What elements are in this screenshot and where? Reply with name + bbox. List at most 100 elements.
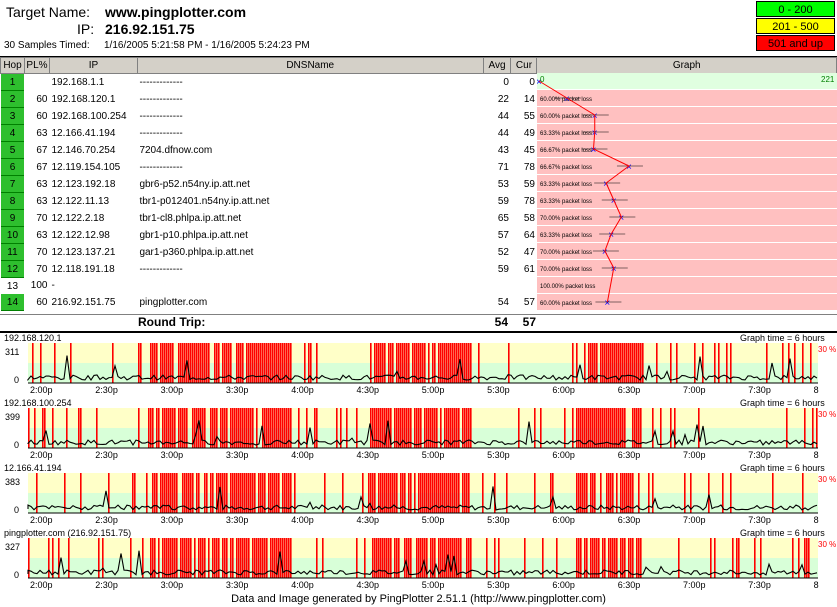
time-graph: 12.166.41.194 Graph time = 6 hours 383 0 30 … bbox=[0, 463, 837, 527]
hop-row[interactable]: 3 60 192.168.100.254 ------------- 44 55 bbox=[0, 107, 837, 125]
time-tick-label: 3:30p bbox=[226, 515, 249, 525]
hop-row[interactable]: 5 67 12.146.70.254 7204.dfnow.com 43 45 bbox=[0, 141, 837, 159]
time-graph: 192.168.100.254 Graph time = 6 hours 399 0 3… bbox=[0, 398, 837, 462]
hop-avg: 65 bbox=[497, 212, 509, 224]
time-tick-label: 7:00p bbox=[683, 450, 706, 460]
hop-dns: ------------- bbox=[139, 76, 183, 88]
time-tick-label: 2:00p bbox=[30, 515, 53, 525]
latency-line bbox=[538, 80, 630, 303]
hop-dns: gbr1-p10.phlpa.ip.att.net bbox=[139, 229, 248, 241]
hop-dns: gar1-p360.phlpa.ip.att.net bbox=[139, 246, 254, 258]
time-tick-label: 3:00p bbox=[161, 580, 184, 590]
col-cur[interactable]: Cur bbox=[510, 57, 538, 74]
graph-time-note: Graph time = 6 hours bbox=[740, 463, 825, 473]
loss-label: 63.33% packet loss bbox=[540, 199, 592, 205]
time-tick-label: 2:00p bbox=[30, 450, 53, 460]
time-tick-label: 2:30p bbox=[95, 385, 118, 395]
graph-time-note: Graph time = 6 hours bbox=[740, 528, 825, 538]
hop-row[interactable]: 8 63 12.122.11.13 tbr1-p012401.n54ny.ip.att… bbox=[0, 192, 837, 210]
header-panel: Target Name: www.pingplotter.com IP: 216… bbox=[0, 0, 837, 57]
time-tick-label: 8 bbox=[814, 385, 819, 395]
latency-trace bbox=[27, 420, 818, 447]
loss-label: 60.00% packet loss bbox=[540, 114, 592, 120]
loss-scale-label: 30 % bbox=[818, 540, 836, 549]
hop-avg: 57 bbox=[497, 229, 509, 241]
col-dns[interactable]: DNSName bbox=[136, 57, 484, 74]
y-axis-max: 399 bbox=[5, 412, 20, 422]
hop-graph-band bbox=[537, 141, 837, 157]
hop-cur: 58 bbox=[523, 212, 535, 224]
hop-dns: ------------- bbox=[139, 110, 183, 122]
time-tick-label: 5:00p bbox=[422, 580, 445, 590]
latency-marker: × bbox=[602, 247, 608, 258]
hop-cur: 55 bbox=[523, 110, 535, 122]
col-avg[interactable]: Avg bbox=[482, 57, 512, 74]
time-tick-label: 4:00p bbox=[291, 515, 314, 525]
time-tick-label: 8 bbox=[814, 580, 819, 590]
hop-row[interactable]: 1 192.168.1.1 ------------- 0 0 bbox=[0, 73, 837, 91]
loss-label: 70.00% packet loss bbox=[540, 267, 592, 273]
hop-row[interactable]: 7 63 12.123.192.18 gbr6-p52.n54ny.ip.att.ne… bbox=[0, 175, 837, 193]
time-tick-label: 6:30p bbox=[618, 450, 641, 460]
hop-row[interactable]: 13 100- bbox=[0, 277, 837, 294]
table-header-row: Hop PL% IP DNSName Avg Cur Graph bbox=[0, 57, 837, 74]
time-tick-label: 3:30p bbox=[226, 385, 249, 395]
hop-row[interactable]: 14 60 216.92.151.75 pingplotter.com 54 57 bbox=[0, 294, 837, 311]
hop-avg: 59 bbox=[497, 195, 509, 207]
time-tick-label: 7:30p bbox=[748, 450, 771, 460]
packet-loss: 63 bbox=[36, 195, 48, 207]
hop-number: 7 bbox=[0, 175, 25, 193]
time-tick-label: 3:30p bbox=[226, 580, 249, 590]
y-axis-min: 0 bbox=[14, 570, 19, 580]
hop-row[interactable]: 4 63 12.166.41.194 ------------- 44 49 bbox=[0, 124, 837, 142]
col-pl[interactable]: PL% bbox=[23, 57, 50, 74]
loss-label: 60.00% packet loss bbox=[540, 97, 592, 103]
hop-row[interactable]: 10 63 12.122.12.98 gbr1-p10.phlpa.ip.att.ne… bbox=[0, 226, 837, 244]
time-tick-label: 6:00p bbox=[552, 450, 575, 460]
loss-scale-label: 30 % bbox=[818, 410, 836, 419]
time-tick-label: 7:30p bbox=[748, 515, 771, 525]
time-tick-label: 7:00p bbox=[683, 385, 706, 395]
time-tick-label: 6:00p bbox=[552, 385, 575, 395]
hop-number: 14 bbox=[0, 294, 25, 311]
hop-ip: 216.92.151.75 bbox=[51, 296, 116, 308]
time-tick-label: 4:30p bbox=[357, 580, 380, 590]
hop-number: 5 bbox=[0, 141, 25, 159]
y-axis-max: 311 bbox=[5, 347, 19, 357]
hop-avg: 43 bbox=[497, 144, 509, 156]
hop-dns: ------------- bbox=[139, 127, 183, 139]
hop-row[interactable]: 6 67 12.119.154.105 ------------- 71 78 bbox=[0, 158, 837, 176]
time-tick-label: 6:00p bbox=[552, 515, 575, 525]
latency-trace bbox=[27, 550, 818, 577]
hop-cur: 64 bbox=[523, 229, 535, 241]
time-graph-title: 12.166.41.194 bbox=[4, 463, 62, 473]
time-tick-label: 4:30p bbox=[357, 450, 380, 460]
hop-row[interactable]: 12 70 12.118.191.18 ------------- 59 61 bbox=[0, 260, 837, 278]
loss-label: 70.00% packet loss bbox=[540, 216, 592, 222]
time-tick-label: 5:30p bbox=[487, 515, 510, 525]
time-graph: 192.168.120.1 Graph time = 6 hours 311 0 30 … bbox=[0, 333, 837, 397]
latency-marker: × bbox=[608, 230, 614, 241]
graph-time-note: Graph time = 6 hours bbox=[740, 333, 825, 343]
time-tick-label: 2:30p bbox=[95, 450, 118, 460]
hop-row[interactable]: 9 70 12.122.2.18 tbr1-cl8.phlpa.ip.att.net 6… bbox=[0, 209, 837, 227]
loss-label: 66.67% packet loss bbox=[540, 165, 592, 171]
round-trip-row: Round Trip: 54 57 bbox=[0, 314, 837, 333]
hop-cur: 61 bbox=[523, 263, 535, 275]
graph-scale-min: 0 bbox=[540, 75, 545, 84]
hop-avg: 53 bbox=[497, 178, 509, 190]
col-hop[interactable]: Hop bbox=[0, 57, 25, 74]
target-name-value: www.pingplotter.com bbox=[105, 4, 247, 20]
hop-cur: 0 bbox=[529, 76, 535, 88]
hop-cur: 47 bbox=[523, 246, 535, 258]
hop-number: 3 bbox=[0, 107, 25, 125]
latency-marker: × bbox=[618, 213, 624, 224]
hop-row[interactable]: 11 70 12.123.137.21 gar1-p360.phlpa.ip.att.… bbox=[0, 243, 837, 261]
time-tick-label: 2:30p bbox=[95, 515, 118, 525]
col-graph[interactable]: Graph bbox=[536, 57, 837, 74]
round-trip-label: Round Trip: bbox=[138, 315, 206, 329]
hop-row[interactable]: 2 60 192.168.120.1 ------------- 22 14 bbox=[0, 90, 837, 108]
hop-number: 4 bbox=[0, 124, 25, 142]
y-axis-max: 327 bbox=[5, 542, 20, 552]
col-ip[interactable]: IP bbox=[48, 57, 138, 74]
